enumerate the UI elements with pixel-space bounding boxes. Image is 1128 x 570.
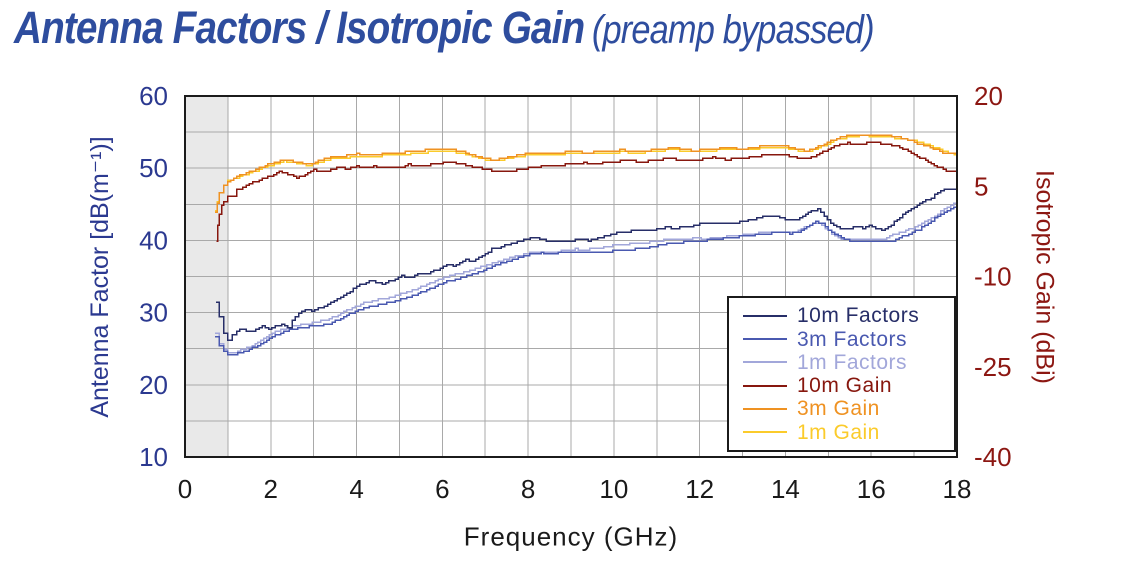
plot-border — [184, 95, 958, 458]
x-tick-label: 18 — [943, 474, 972, 504]
y-right-tick-label: -25 — [974, 352, 1012, 382]
legend-item-3m-gain: 3m Gain — [743, 398, 948, 419]
y-axis-right-title: Isotropic Gain (dBi) — [1030, 170, 1059, 384]
x-tick-label: 0 — [178, 474, 192, 504]
legend-label: 1m Factors — [797, 350, 908, 374]
legend-item-1m-gain: 1m Gain — [743, 422, 948, 443]
legend-line-swatch — [743, 407, 787, 410]
legend-item-3m-factors: 3m Factors — [743, 329, 948, 350]
y-right-tick-label: 5 — [974, 171, 988, 201]
x-tick-label: 14 — [771, 474, 800, 504]
x-tick-label: 2 — [264, 474, 278, 504]
y-right-tick-label: -10 — [974, 262, 1012, 292]
legend-label: 10m Factors — [797, 304, 920, 328]
chart-title-main: Antenna Factors / Isotropic Gain — [14, 2, 585, 53]
y-left-tick-label: 40 — [139, 225, 168, 255]
x-tick-label: 10 — [599, 474, 628, 504]
legend-label: 3m Factors — [797, 327, 908, 351]
x-tick-label: 12 — [685, 474, 714, 504]
series-line-3m-factors — [215, 205, 958, 356]
legend-line-swatch — [743, 361, 787, 364]
legend-line-swatch — [743, 338, 787, 341]
y-right-tick-label: 20 — [974, 81, 1003, 111]
y-axis-left-title: Antenna Factor [dB(m⁻¹)] — [86, 136, 114, 418]
y-left-tick-label: 10 — [139, 442, 168, 472]
legend-line-swatch — [743, 314, 787, 317]
chart-title-suffix: (preamp bypassed) — [591, 8, 875, 52]
x-tick-label: 6 — [435, 474, 449, 504]
y-right-tick-label: -40 — [974, 442, 1012, 472]
legend-label: 1m Gain — [797, 420, 880, 444]
x-tick-label: 16 — [857, 474, 886, 504]
x-tick-label: 8 — [521, 474, 535, 504]
legend-item-10m-gain: 10m Gain — [743, 375, 948, 396]
legend-label: 10m Gain — [797, 374, 893, 398]
legend-line-swatch — [743, 431, 787, 434]
chart-title: Antenna Factors / Isotropic Gain (preamp… — [14, 2, 875, 54]
x-tick-label: 4 — [349, 474, 363, 504]
legend-line-swatch — [743, 384, 787, 387]
legend-item-10m-factors: 10m Factors — [743, 305, 948, 326]
series-line-1m-gain — [215, 134, 957, 212]
series-line-1m-factors — [215, 201, 958, 354]
y-left-tick-label: 60 — [139, 81, 168, 111]
y-left-tick-label: 30 — [139, 298, 168, 328]
series-line-10m-factors — [215, 188, 957, 341]
series-line-3m-gain — [215, 134, 957, 214]
legend-item-1m-factors: 1m Factors — [743, 352, 948, 373]
series-line-10m-gain — [216, 141, 957, 242]
y-left-tick-label: 50 — [139, 153, 168, 183]
y-left-tick-label: 20 — [139, 370, 168, 400]
legend-box: 10m Factors 3m Factors 1m Factors 10m Gain 3… — [727, 296, 956, 452]
x-axis-title: Frequency (GHz) — [463, 521, 679, 552]
legend-label: 3m Gain — [797, 397, 880, 421]
